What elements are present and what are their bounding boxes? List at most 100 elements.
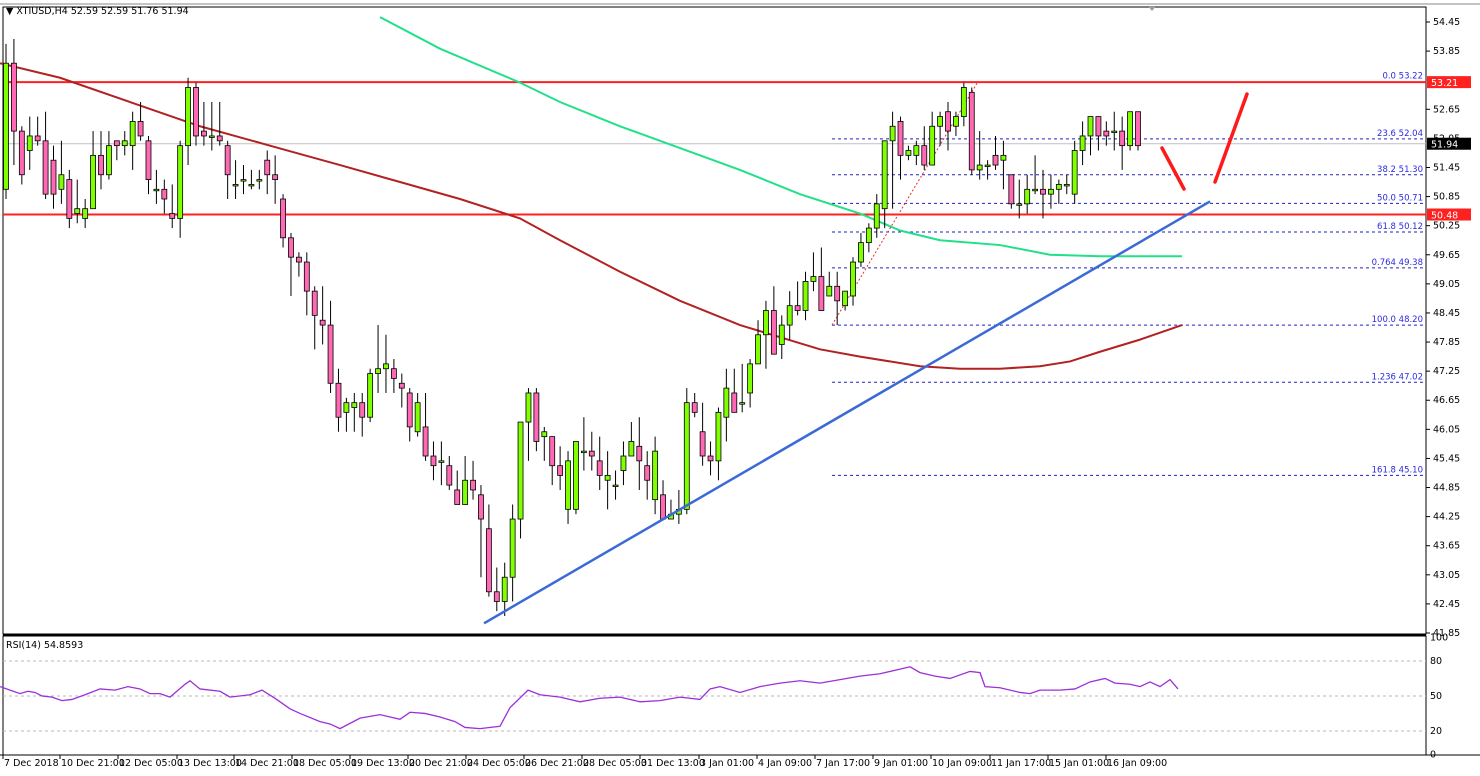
candle (121, 140, 128, 147)
candle (288, 237, 294, 258)
candle (905, 150, 912, 156)
candle (525, 392, 532, 423)
candle (723, 387, 730, 418)
rsi-pane-border (2, 635, 1427, 756)
price-label-box (1427, 137, 1471, 150)
y-axis-label: 47.85 (1433, 337, 1460, 348)
candle (478, 494, 484, 520)
candle (755, 334, 761, 365)
candle (1024, 188, 1031, 205)
candle (327, 324, 334, 384)
chart-shift-marker-icon[interactable] (1148, 6, 1156, 11)
arrow-up-stroke (1213, 92, 1249, 184)
candle (683, 402, 690, 510)
x-axis-label: 10 Dec 21:00 (61, 758, 125, 769)
rsi-axis-label: 80 (1430, 656, 1442, 667)
rsi-line (0, 666, 1179, 730)
candle (454, 489, 461, 505)
rsi-indicator-label: RSI(14) 54.8593 (6, 640, 84, 651)
candle (858, 242, 864, 263)
candle (652, 450, 659, 501)
candle (501, 576, 508, 602)
fib-level-label: 161.8 45.10 (1372, 465, 1423, 475)
candle (834, 285, 841, 302)
candle (960, 87, 967, 117)
candle (739, 402, 746, 405)
candle (42, 140, 49, 195)
candle (1071, 150, 1078, 195)
x-axis-label: 9 Jan 01:00 (874, 758, 928, 769)
candle (113, 140, 120, 147)
x-axis-label: 11 Jan 17:00 (991, 758, 1051, 769)
candle (50, 159, 57, 195)
y-axis-label: 49.05 (1433, 279, 1460, 290)
candle (1095, 116, 1102, 137)
x-axis-label: 16 Jan 09:00 (1107, 758, 1167, 769)
candle (280, 198, 286, 239)
y-axis-label: 53.85 (1433, 46, 1460, 57)
dropdown-triangle-icon[interactable]: ▼ (6, 6, 14, 17)
y-axis-label: 45.45 (1433, 453, 1460, 464)
candle (810, 276, 817, 282)
fib-level-label: 50.0 50.71 (1377, 193, 1423, 203)
x-axis-label: 13 Dec 13:00 (178, 758, 242, 769)
candle (1008, 174, 1015, 205)
candle (185, 87, 191, 147)
candle (58, 174, 65, 190)
candle (303, 261, 310, 292)
x-axis-label: 7 Dec 2018 (4, 758, 59, 769)
candle (193, 87, 199, 137)
candle (1079, 135, 1086, 151)
candle (74, 208, 81, 214)
candle (731, 392, 738, 413)
candle (414, 402, 421, 433)
candle (889, 125, 896, 142)
candle (295, 256, 302, 263)
candle (818, 276, 825, 311)
candle (565, 460, 571, 510)
y-axis-label: 46.65 (1433, 395, 1460, 406)
candle (1087, 116, 1094, 137)
candle (945, 111, 951, 132)
candle (351, 402, 358, 408)
candle (367, 373, 374, 418)
candle (462, 479, 469, 505)
candle (992, 154, 999, 166)
candle (573, 441, 579, 510)
candle (691, 402, 698, 413)
candle (446, 465, 453, 486)
candle (509, 518, 516, 578)
ascending-trendline[interactable] (483, 200, 1211, 625)
candle (557, 465, 564, 476)
candle (1127, 111, 1133, 147)
candle (383, 363, 389, 370)
x-axis-label: 20 Dec 21:00 (409, 758, 473, 769)
candle (137, 121, 144, 137)
candle (224, 145, 231, 176)
candle (1055, 184, 1062, 190)
candle (161, 188, 168, 200)
candle (82, 208, 89, 219)
candle (216, 135, 223, 142)
fib-level-label: 0.0 53.22 (1382, 72, 1423, 82)
candle (264, 159, 271, 176)
x-axis-label: 12 Dec 05:00 (119, 758, 183, 769)
candle (319, 319, 326, 326)
candle (3, 62, 9, 190)
candle (881, 140, 888, 210)
candle (699, 431, 706, 457)
candle (937, 116, 943, 127)
candle (549, 436, 556, 467)
candle (644, 465, 651, 481)
candle (201, 130, 207, 137)
x-axis-label: 28 Dec 05:00 (583, 758, 647, 769)
candle (1135, 111, 1141, 147)
candle (1111, 130, 1118, 134)
y-axis-label: 41.85 (1433, 628, 1460, 639)
y-axis-label: 51.45 (1433, 162, 1460, 173)
candle (359, 402, 366, 418)
candle (596, 460, 603, 476)
candle (1032, 188, 1038, 192)
